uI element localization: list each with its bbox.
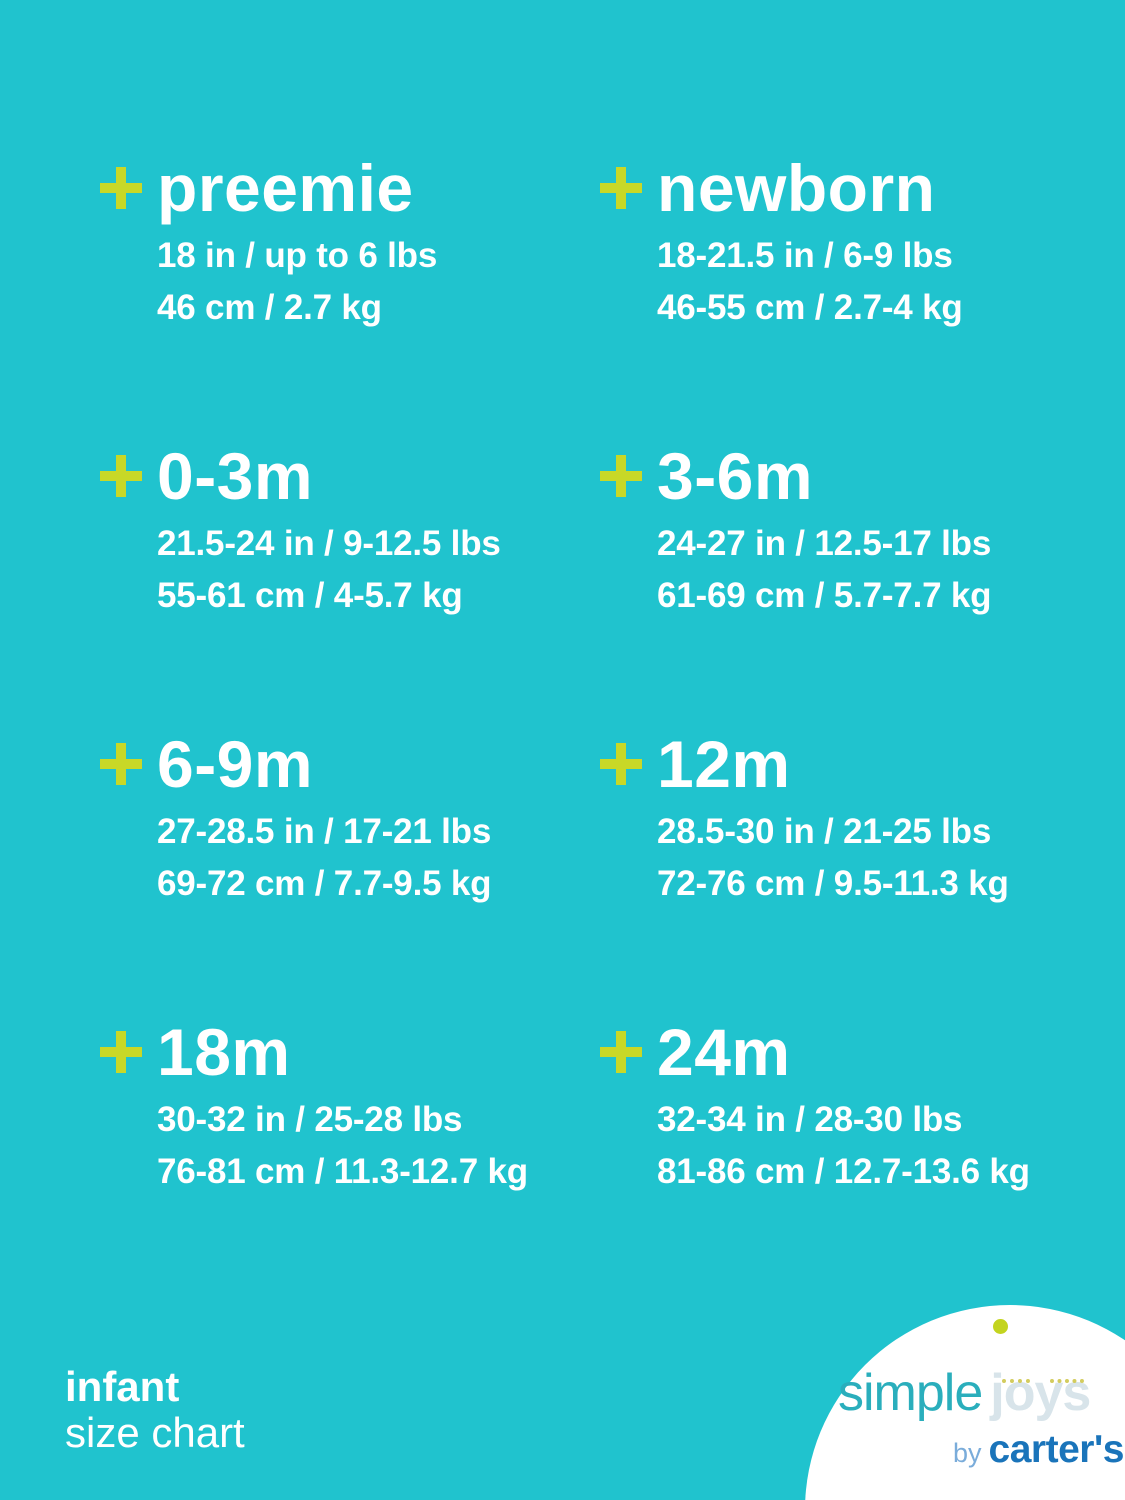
logo-dotted-underline-right xyxy=(1050,1379,1085,1383)
brand-logo-simple-joys: simple joys xyxy=(838,1319,1091,1423)
brand-logo-by-carters: by carter's ™ xyxy=(953,1428,1125,1472)
size-details: 27-28.5 in / 17-21 lbs 69-72 cm / 7.7-9.… xyxy=(157,806,600,910)
chart-footer: infant size chart xyxy=(65,1364,245,1456)
size-imperial-range: 18 in / up to 6 lbs xyxy=(157,236,438,275)
logo-simple-text: simple xyxy=(838,1364,983,1422)
size-title-row: 12m xyxy=(600,728,1125,800)
size-label: 3-6m xyxy=(657,439,814,513)
size-imperial-range: 28.5-30 in / 21-25 lbs xyxy=(657,812,992,851)
plus-icon xyxy=(600,1031,642,1073)
size-details: 18-21.5 in / 6-9 lbs 46-55 cm / 2.7-4 kg xyxy=(657,230,1125,334)
size-metric-range: 61-69 cm / 5.7-7.7 kg xyxy=(657,576,992,615)
size-label: 6-9m xyxy=(157,727,314,801)
size-metric-range: 72-76 cm / 9.5-11.3 kg xyxy=(657,864,1009,903)
size-metric-range: 69-72 cm / 7.7-9.5 kg xyxy=(157,864,492,903)
size-cell-6-9m: 6-9m 27-28.5 in / 17-21 lbs 69-72 cm / 7… xyxy=(100,728,600,1016)
logo-joys-wrap: joys xyxy=(990,1319,1091,1423)
size-title-row: preemie xyxy=(100,152,600,224)
logo-dotted-underline-left xyxy=(1002,1379,1031,1383)
size-metric-range: 81-86 cm / 12.7-13.6 kg xyxy=(657,1152,1030,1191)
size-metric-range: 46 cm / 2.7 kg xyxy=(157,288,382,327)
size-imperial-range: 27-28.5 in / 17-21 lbs xyxy=(157,812,492,851)
chart-subtitle: size chart xyxy=(65,1409,245,1456)
size-label: 24m xyxy=(657,1015,791,1089)
size-cell-12m: 12m 28.5-30 in / 21-25 lbs 72-76 cm / 9.… xyxy=(600,728,1125,1016)
size-details: 28.5-30 in / 21-25 lbs 72-76 cm / 9.5-11… xyxy=(657,806,1125,910)
plus-icon xyxy=(100,1031,142,1073)
plus-icon xyxy=(100,167,142,209)
size-label: 12m xyxy=(657,727,791,801)
chart-category: infant xyxy=(65,1363,180,1410)
size-label: newborn xyxy=(657,151,936,225)
size-imperial-range: 24-27 in / 12.5-17 lbs xyxy=(657,524,992,563)
brand-logo-circle: simple joys by carter's ™ xyxy=(805,1305,1125,1500)
joys-lime-dot-icon xyxy=(993,1319,1009,1334)
logo-carters-text: carter's xyxy=(988,1428,1125,1471)
size-title-row: 18m xyxy=(100,1016,600,1088)
size-cell-3-6m: 3-6m 24-27 in / 12.5-17 lbs 61-69 cm / 5… xyxy=(600,440,1125,728)
size-title-row: 0-3m xyxy=(100,440,600,512)
size-title-row: 6-9m xyxy=(100,728,600,800)
size-details: 18 in / up to 6 lbs 46 cm / 2.7 kg xyxy=(157,230,600,334)
size-metric-range: 46-55 cm / 2.7-4 kg xyxy=(657,288,963,327)
plus-icon xyxy=(600,455,642,497)
size-label: 18m xyxy=(157,1015,291,1089)
plus-icon xyxy=(600,167,642,209)
size-imperial-range: 18-21.5 in / 6-9 lbs xyxy=(657,236,953,275)
size-label: 0-3m xyxy=(157,439,314,513)
size-cell-0-3m: 0-3m 21.5-24 in / 9-12.5 lbs 55-61 cm / … xyxy=(100,440,600,728)
plus-icon xyxy=(100,455,142,497)
size-details: 24-27 in / 12.5-17 lbs 61-69 cm / 5.7-7.… xyxy=(657,518,1125,622)
size-title-row: newborn xyxy=(600,152,1125,224)
size-title-row: 3-6m xyxy=(600,440,1125,512)
size-cell-newborn: newborn 18-21.5 in / 6-9 lbs 46-55 cm / … xyxy=(600,152,1125,440)
logo-by-text: by xyxy=(953,1438,982,1468)
size-metric-range: 55-61 cm / 4-5.7 kg xyxy=(157,576,463,615)
size-details: 30-32 in / 25-28 lbs 76-81 cm / 11.3-12.… xyxy=(157,1094,600,1198)
size-grid: preemie 18 in / up to 6 lbs 46 cm / 2.7 … xyxy=(0,152,1125,1304)
logo-joys-text: joys xyxy=(990,1364,1091,1422)
size-label: preemie xyxy=(157,151,414,225)
size-cell-18m: 18m 30-32 in / 25-28 lbs 76-81 cm / 11.3… xyxy=(100,1016,600,1304)
size-imperial-range: 30-32 in / 25-28 lbs xyxy=(157,1100,463,1139)
size-imperial-range: 32-34 in / 28-30 lbs xyxy=(657,1100,963,1139)
size-imperial-range: 21.5-24 in / 9-12.5 lbs xyxy=(157,524,501,563)
size-cell-preemie: preemie 18 in / up to 6 lbs 46 cm / 2.7 … xyxy=(100,152,600,440)
plus-icon xyxy=(100,743,142,785)
size-title-row: 24m xyxy=(600,1016,1125,1088)
size-details: 21.5-24 in / 9-12.5 lbs 55-61 cm / 4-5.7… xyxy=(157,518,600,622)
plus-icon xyxy=(600,743,642,785)
size-cell-24m: 24m 32-34 in / 28-30 lbs 81-86 cm / 12.7… xyxy=(600,1016,1125,1304)
size-details: 32-34 in / 28-30 lbs 81-86 cm / 12.7-13.… xyxy=(657,1094,1125,1198)
size-metric-range: 76-81 cm / 11.3-12.7 kg xyxy=(157,1152,528,1191)
